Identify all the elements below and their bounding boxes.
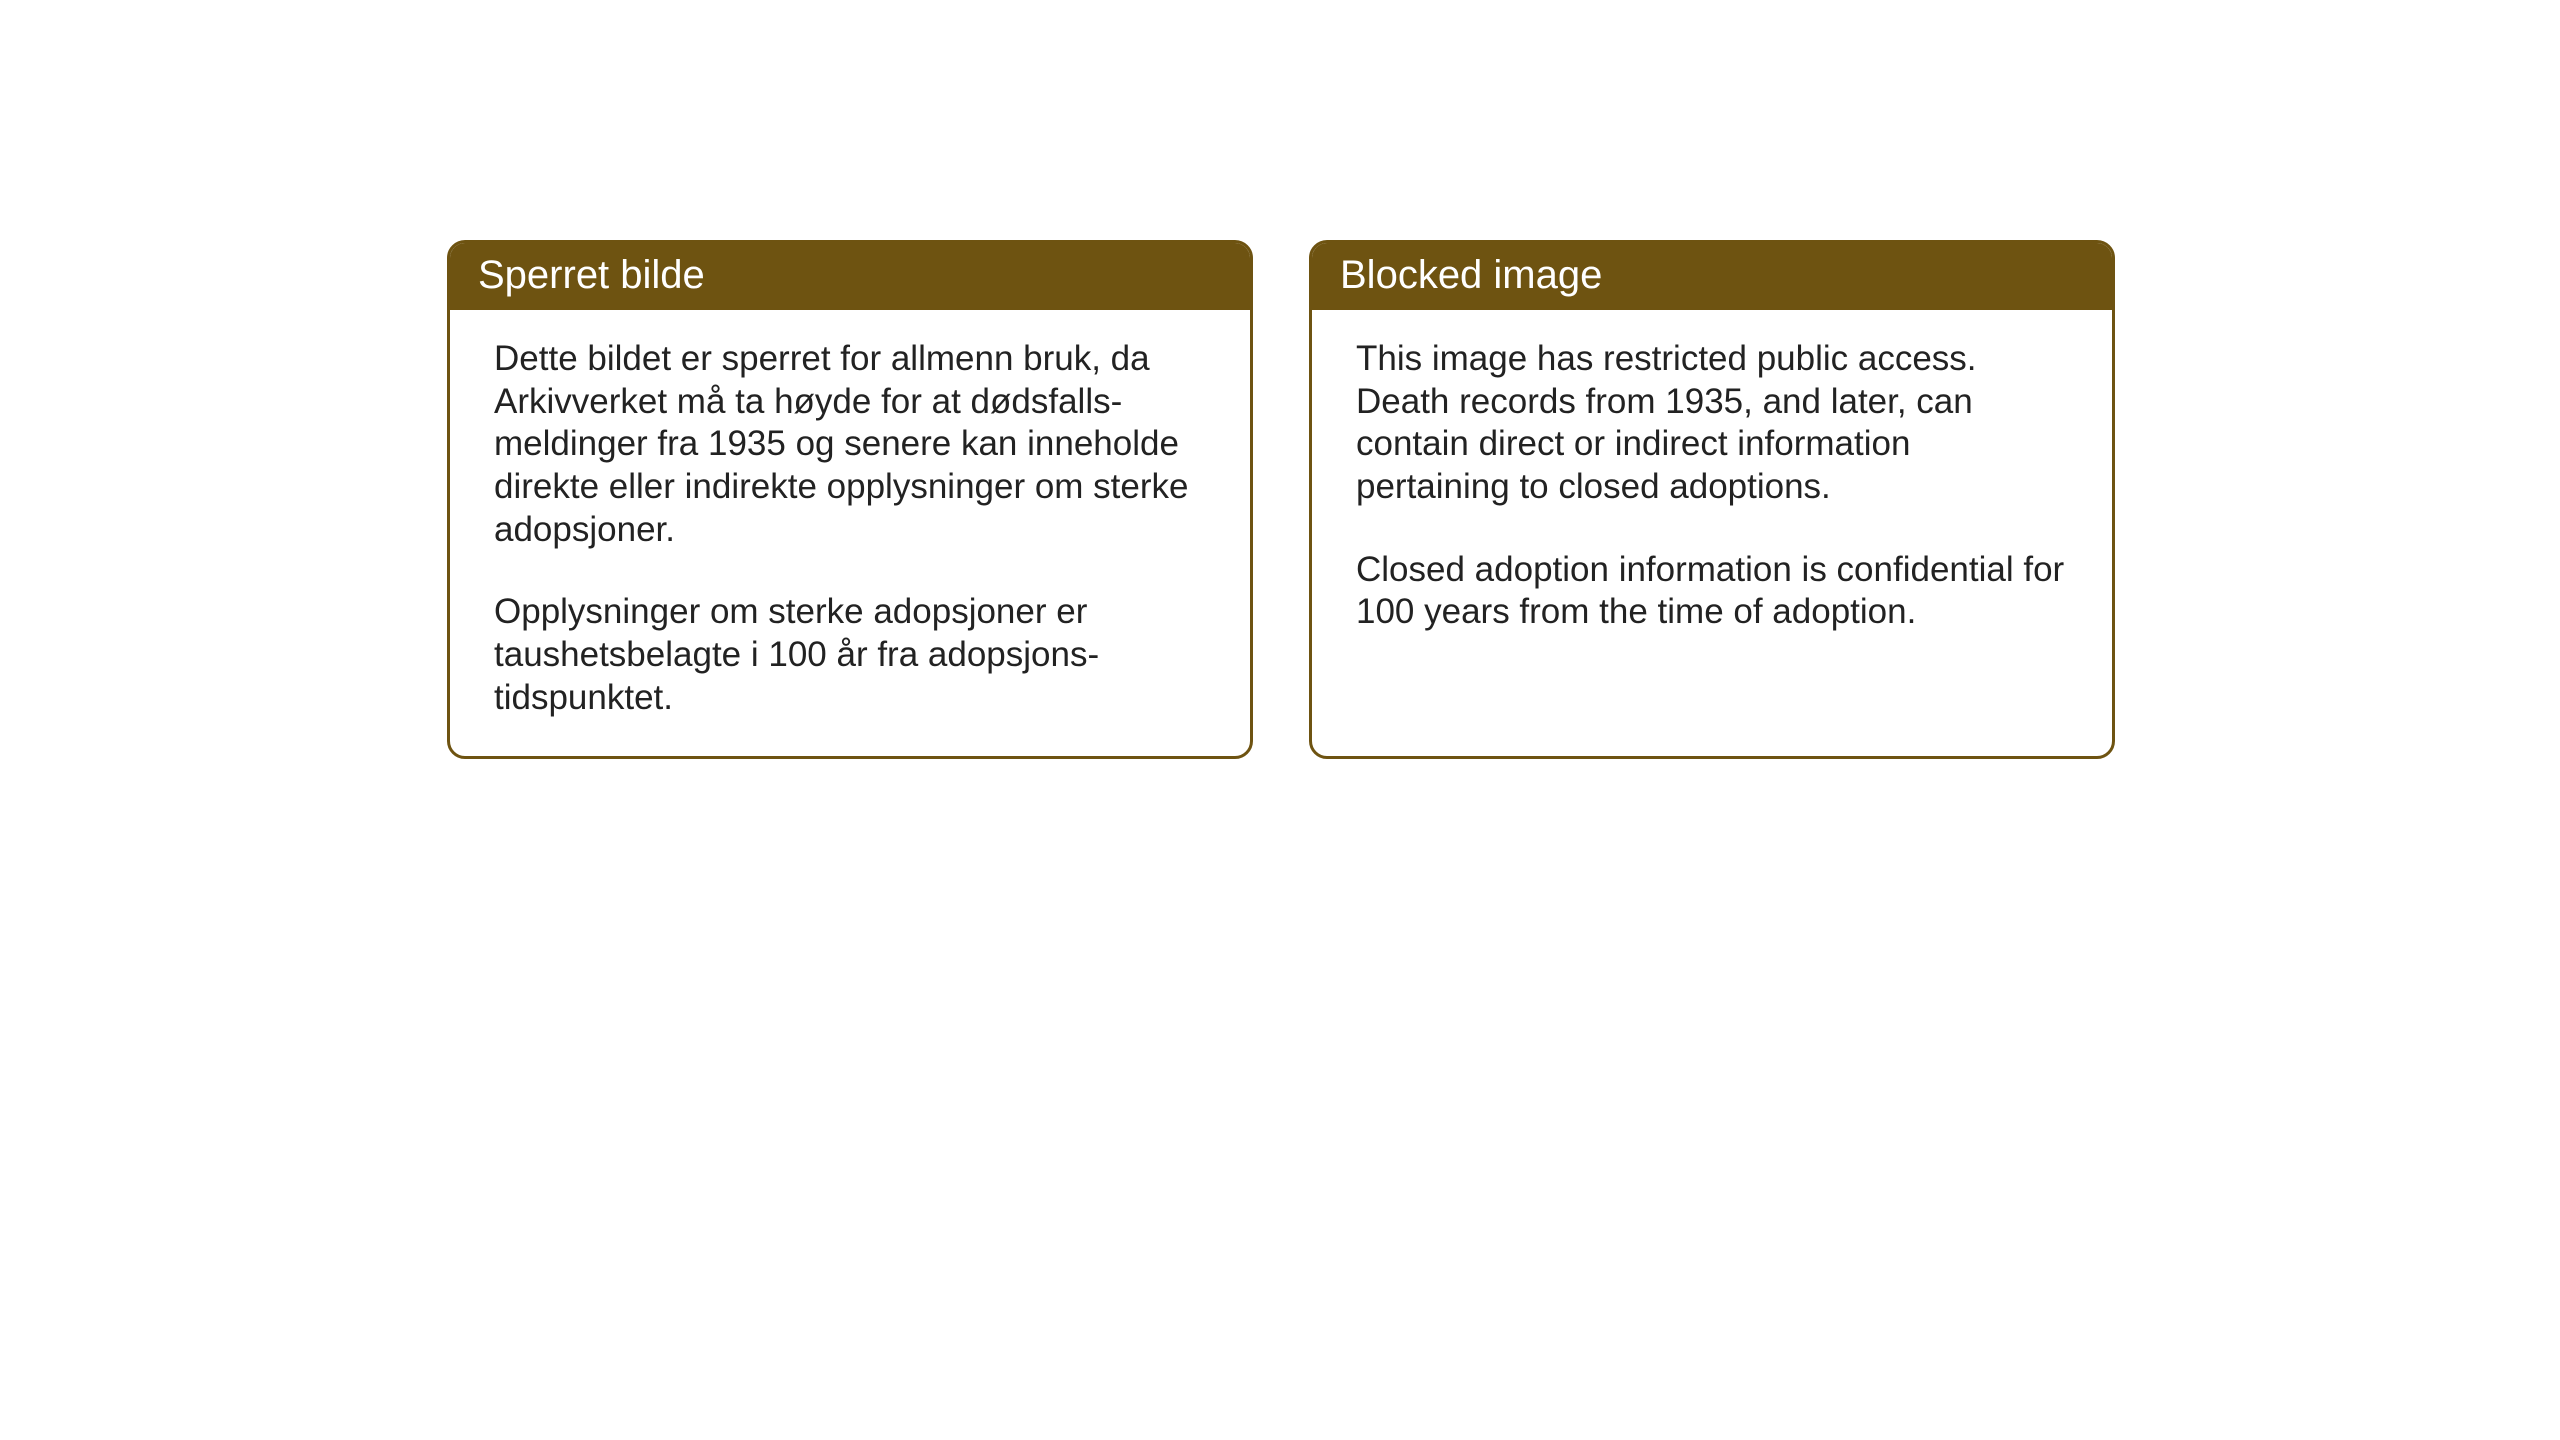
paragraph-1-norwegian: Dette bildet er sperret for allmenn bruk…	[494, 338, 1206, 551]
paragraph-2-english: Closed adoption information is confident…	[1356, 549, 2068, 634]
card-header-norwegian: Sperret bilde	[450, 243, 1250, 310]
card-english: Blocked image This image has restricted …	[1309, 240, 2115, 759]
cards-container: Sperret bilde Dette bildet er sperret fo…	[447, 240, 2115, 759]
card-norwegian: Sperret bilde Dette bildet er sperret fo…	[447, 240, 1253, 759]
paragraph-1-english: This image has restricted public access.…	[1356, 338, 2068, 509]
paragraph-2-norwegian: Opplysninger om sterke adopsjoner er tau…	[494, 591, 1206, 719]
card-header-english: Blocked image	[1312, 243, 2112, 310]
card-body-norwegian: Dette bildet er sperret for allmenn bruk…	[450, 310, 1250, 756]
card-body-english: This image has restricted public access.…	[1312, 310, 2112, 750]
